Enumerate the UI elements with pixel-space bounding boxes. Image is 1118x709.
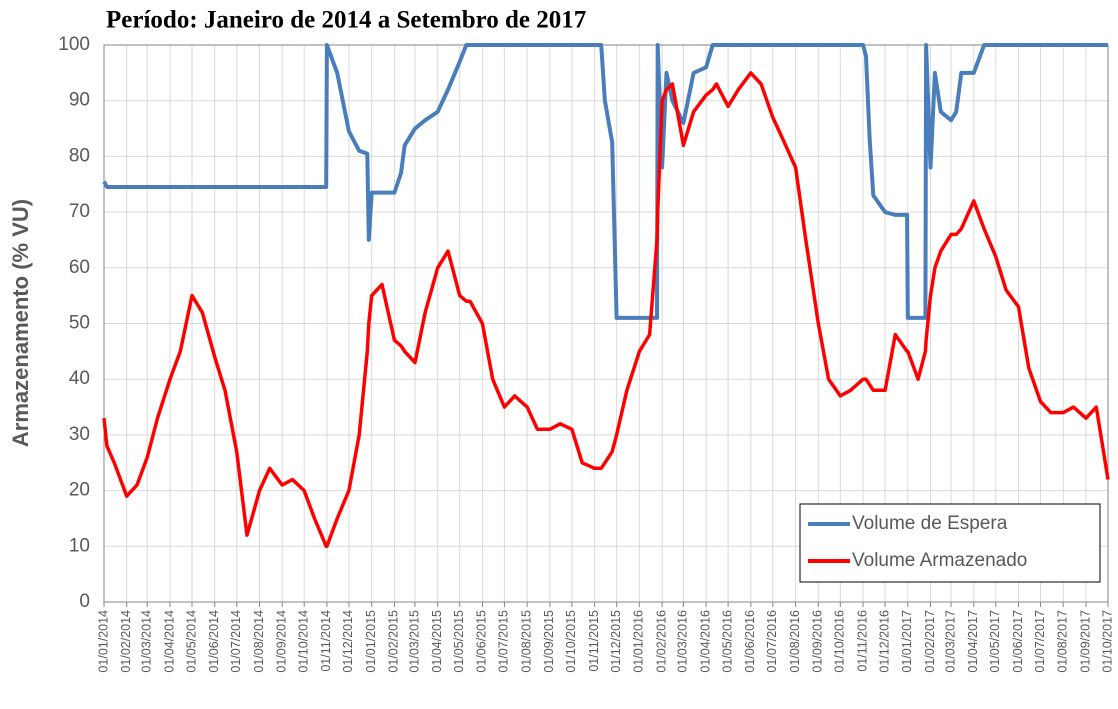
y-tick-label: 10 [69,535,90,556]
x-tick-label: 01/08/2015 [519,610,533,673]
x-tick-label: 01/05/2014 [184,610,198,673]
legend-label: Volume de Espera [852,513,1008,534]
x-tick-label: 01/10/2017 [1100,610,1114,673]
x-tick-label: 01/10/2014 [297,610,311,673]
x-tick-label: 01/07/2017 [1033,610,1047,673]
x-tick-label: 01/03/2014 [140,610,154,673]
x-tick-label: 01/01/2015 [364,610,378,673]
x-tick-label: 01/06/2017 [1011,610,1025,673]
x-tick-label: 01/10/2015 [564,610,578,673]
x-tick-label: 01/04/2014 [162,610,176,673]
legend-label: Volume Armazenado [852,550,1027,571]
x-tick-label: 01/09/2014 [275,610,289,673]
legend-box [799,503,1101,583]
x-tick-label: 01/08/2014 [252,610,266,673]
chart-title: Período: Janeiro de 2014 a Setembro de 2… [106,7,586,34]
y-axis-label: Armazenamento (% VU) [8,199,33,447]
x-tick-label: 01/12/2014 [341,610,355,673]
x-tick-label: 01/01/2017 [900,610,914,673]
x-tick-label: 01/05/2017 [988,610,1002,673]
y-tick-label: 50 [69,313,90,334]
y-tick-label: 30 [69,424,90,445]
x-tick-label: 01/07/2014 [229,610,243,673]
x-tick-label: 01/05/2016 [720,610,734,673]
x-tick-label: 01/11/2014 [319,610,333,672]
x-tick-label: 01/08/2016 [788,610,802,673]
x-tick-label: 01/07/2016 [765,610,779,673]
series-line [102,43,1108,320]
x-tick-label: 01/06/2015 [475,610,489,673]
x-tick-label: 01/02/2016 [654,610,668,673]
legend: Volume de Espera Volume Armazenado [799,503,1101,583]
x-tick-label: 01/11/2016 [855,610,869,672]
x-tick-label: 01/09/2015 [542,610,556,673]
x-tick-label: 01/02/2015 [387,610,401,673]
x-tick-label: 01/04/2015 [430,610,444,673]
x-tick-label: 01/12/2015 [609,610,623,673]
x-tick-label: 01/09/2017 [1078,610,1092,673]
x-tick-label: 01/10/2016 [833,610,847,673]
lines [102,43,1110,549]
y-tick-label: 90 [69,90,90,111]
y-tick-label: 70 [69,201,90,222]
x-tick-label: 01/04/2016 [698,610,712,673]
x-tick-label: 01/05/2015 [452,610,466,673]
x-tick-label: 01/03/2015 [407,610,421,673]
x-tick-label: 01/09/2016 [811,610,825,673]
x-tick-label: 01/11/2015 [587,610,601,672]
x-tick-label: 01/06/2014 [207,610,221,673]
x-tick-label: 01/01/2016 [632,610,646,673]
y-tick-label: 80 [69,145,90,166]
y-tick-label: 60 [69,257,90,278]
y-tick-label: 0 [79,591,90,612]
x-tick-label: 01/04/2017 [966,610,980,673]
y-tick-label: 40 [69,368,90,389]
x-tick-label: 01/03/2017 [943,610,957,673]
x-tick-label: 01/07/2015 [497,610,511,673]
y-tick-label: 20 [69,480,90,501]
x-tick-label: 01/08/2017 [1056,610,1070,673]
x-tick-label: 01/06/2016 [743,610,757,673]
x-tick-label: 01/03/2016 [676,610,690,673]
x-tick-label: 01/12/2016 [877,610,891,673]
x-tick-label: 01/01/2014 [96,610,110,673]
x-tick-label: 01/02/2017 [923,610,937,673]
y-tick-label: 100 [58,34,90,55]
plot-frame [103,44,1109,603]
x-tick-label: 01/02/2014 [119,610,133,673]
series-line [102,71,1110,549]
